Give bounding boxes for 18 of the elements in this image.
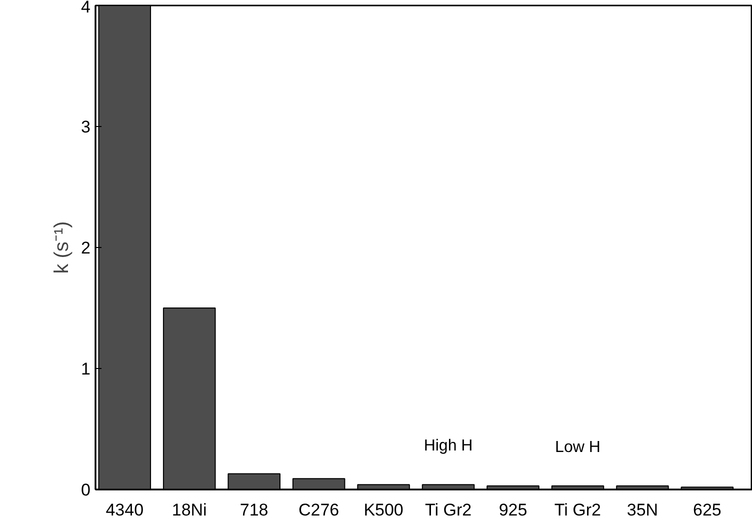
- y-axis-title: k (s⁻¹): [51, 221, 74, 274]
- y-tick-label: 4: [81, 0, 91, 16]
- x-tick-label: 4340: [106, 500, 144, 520]
- x-tick-label: Ti Gr2: [424, 500, 472, 520]
- x-tick-label: C276: [298, 500, 340, 520]
- x-tick-label: 625: [693, 500, 722, 520]
- annotation: High H: [424, 438, 473, 455]
- x-tick-label: 18Ni: [172, 500, 207, 520]
- annotation: Low H: [555, 438, 600, 456]
- y-tick-label: 2: [81, 238, 91, 258]
- y-tick-label: 3: [81, 118, 91, 136]
- x-tick-label: 718: [240, 500, 268, 520]
- x-tick-label: 925: [498, 500, 528, 520]
- x-tick-label: K500: [364, 500, 404, 520]
- y-tick-label: 1: [81, 360, 91, 378]
- x-tick-label: 35N: [626, 500, 658, 520]
- x-tick-label: Ti Gr2: [554, 500, 602, 520]
- y-tick-label: 0: [81, 480, 91, 500]
